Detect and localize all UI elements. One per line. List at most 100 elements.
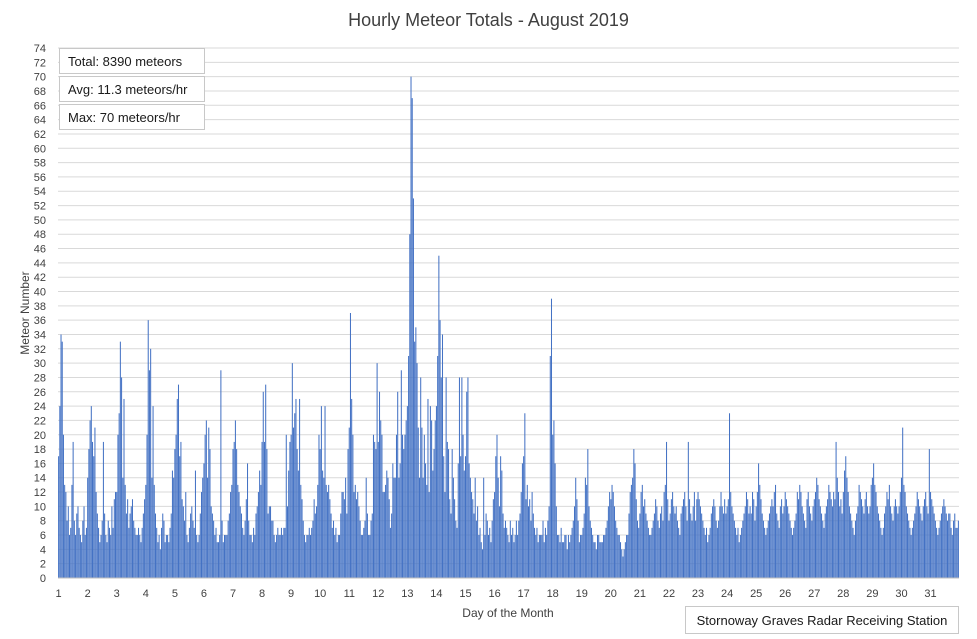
- bar: [795, 513, 797, 578]
- bar: [813, 499, 815, 578]
- bar: [824, 513, 826, 578]
- bar: [854, 520, 856, 578]
- bar: [613, 506, 615, 578]
- bar: [471, 492, 473, 578]
- bar: [744, 506, 746, 578]
- bar: [313, 499, 315, 578]
- bar: [682, 499, 685, 578]
- bar: [251, 542, 253, 578]
- bar: [610, 499, 612, 578]
- bar: [630, 484, 632, 578]
- bar: [804, 520, 806, 578]
- bar: [443, 456, 445, 578]
- bar: [455, 520, 457, 578]
- bar: [239, 506, 241, 578]
- bar: [151, 477, 153, 578]
- bar: [486, 520, 488, 578]
- bar: [621, 549, 623, 578]
- bar: [305, 542, 307, 578]
- bar: [395, 434, 397, 578]
- bar: [255, 513, 257, 578]
- y-tick-label: 48: [34, 229, 46, 241]
- bar: [423, 434, 425, 578]
- bar: [507, 535, 509, 578]
- bar: [842, 492, 844, 578]
- bar: [794, 520, 796, 578]
- bar: [274, 542, 276, 578]
- bar: [808, 506, 810, 578]
- x-tick-label: 18: [547, 588, 559, 600]
- bar: [102, 441, 104, 578]
- bar: [92, 441, 94, 578]
- bar: [616, 527, 618, 578]
- bar: [221, 520, 223, 578]
- bar: [386, 470, 388, 578]
- bar: [624, 542, 626, 578]
- bar: [687, 441, 689, 578]
- bar: [584, 477, 586, 578]
- bar: [393, 477, 395, 578]
- bar: [463, 470, 465, 578]
- bar: [433, 449, 435, 578]
- bar: [945, 513, 947, 578]
- bar: [802, 513, 804, 578]
- bar: [850, 513, 852, 578]
- bar: [438, 255, 440, 578]
- bar: [485, 513, 487, 578]
- bar: [640, 492, 642, 578]
- bar: [107, 520, 109, 578]
- y-tick-label: 22: [34, 415, 46, 427]
- bar: [399, 463, 401, 578]
- bar: [383, 492, 385, 578]
- bar: [349, 313, 351, 578]
- bar: [641, 484, 643, 578]
- y-tick-label: 58: [34, 158, 46, 170]
- bar: [415, 327, 417, 578]
- bar: [698, 499, 700, 578]
- bar: [207, 477, 209, 578]
- x-tick-label: 28: [837, 588, 849, 600]
- bar: [504, 520, 506, 578]
- bar: [951, 535, 953, 578]
- bar: [766, 527, 768, 578]
- bar: [169, 527, 171, 578]
- bar: [659, 513, 661, 578]
- bar: [760, 499, 762, 578]
- bar: [814, 492, 817, 578]
- bar: [555, 506, 557, 578]
- bar: [710, 513, 712, 578]
- bar: [462, 434, 464, 578]
- bar: [181, 499, 183, 578]
- bar: [725, 513, 727, 578]
- bar: [876, 506, 878, 578]
- station-label: Stornoway Graves Radar Receiving Station: [685, 606, 959, 634]
- bar: [645, 513, 647, 578]
- bar: [323, 477, 325, 578]
- y-tick-label: 14: [34, 473, 46, 485]
- bar: [89, 420, 91, 578]
- bar: [466, 391, 468, 578]
- bar: [704, 535, 706, 578]
- bar: [652, 520, 654, 578]
- bar: [66, 520, 68, 578]
- bar: [549, 355, 551, 578]
- bar: [260, 484, 262, 578]
- bar: [953, 520, 955, 578]
- bar: [111, 506, 113, 578]
- bar: [411, 98, 413, 578]
- bar: [445, 377, 447, 578]
- bar: [389, 527, 391, 578]
- bar: [917, 499, 919, 578]
- bar: [83, 506, 85, 578]
- bar: [639, 513, 641, 578]
- bar: [457, 463, 459, 578]
- bar: [308, 527, 310, 578]
- x-tick-label: 24: [721, 588, 733, 600]
- bar: [904, 492, 906, 578]
- y-tick-label: 12: [34, 487, 46, 499]
- bar: [254, 535, 256, 578]
- bar: [302, 520, 304, 578]
- bar: [416, 363, 418, 578]
- bar: [403, 449, 405, 578]
- y-tick-label: 50: [34, 215, 46, 227]
